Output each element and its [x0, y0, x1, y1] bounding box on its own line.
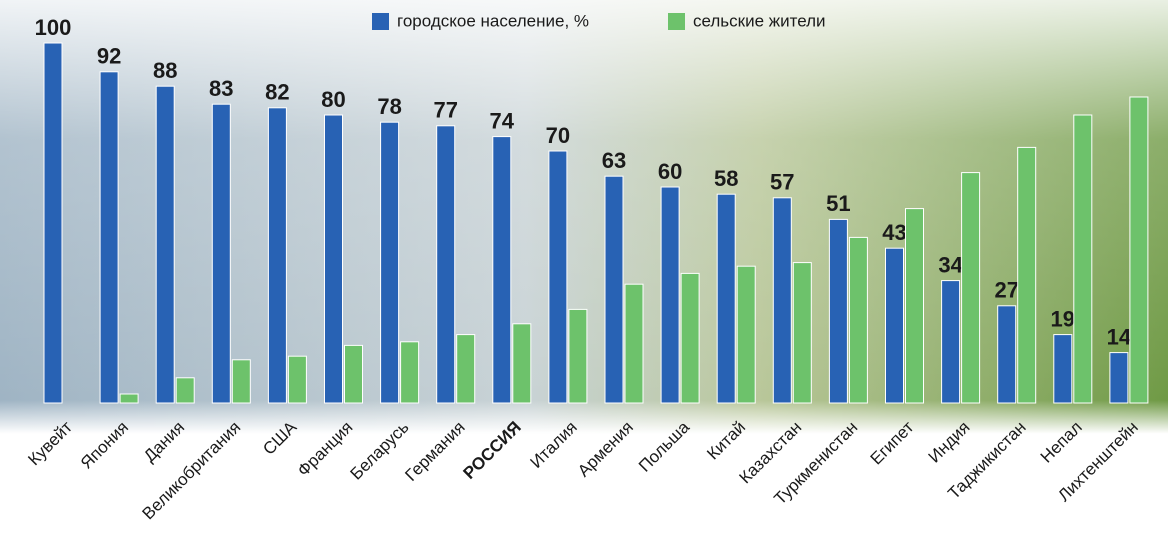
bar: [886, 248, 904, 403]
bar: [457, 335, 475, 403]
legend-label: сельские жители: [693, 11, 826, 30]
value-label: 14: [1107, 324, 1132, 349]
bar: [176, 378, 194, 403]
value-label: 19: [1051, 306, 1075, 331]
value-label: 57: [770, 170, 794, 195]
bar: [773, 198, 791, 403]
value-label: 83: [209, 76, 233, 101]
bar: [381, 122, 399, 403]
bar: [737, 266, 755, 403]
bar: [549, 151, 567, 403]
bar: [401, 342, 419, 403]
legend-label: городское население, %: [397, 11, 589, 30]
bar: [1018, 147, 1036, 403]
bar: [625, 284, 643, 403]
value-label: 63: [602, 148, 626, 173]
bar: [849, 237, 867, 403]
value-label: 74: [490, 108, 515, 133]
bar: [569, 309, 587, 403]
bar: [212, 104, 230, 403]
value-label: 88: [153, 58, 177, 83]
legend-swatch: [668, 13, 685, 30]
bar: [120, 394, 138, 403]
value-label: 77: [433, 98, 457, 123]
value-label: 43: [882, 220, 906, 245]
bar: [156, 86, 174, 403]
bar: [1130, 97, 1148, 403]
bar: [268, 108, 286, 403]
value-label: 80: [321, 87, 345, 112]
bar: [437, 126, 455, 403]
bar: [793, 263, 811, 403]
value-label: 51: [826, 191, 850, 216]
value-label: 100: [35, 15, 72, 40]
bar: [1110, 353, 1128, 403]
legend-swatch: [372, 13, 389, 30]
bar: [661, 187, 679, 403]
bar: [998, 306, 1016, 403]
chart: городское население, % сельские жители 10…: [0, 0, 1168, 556]
bar: [1074, 115, 1092, 403]
value-label: 82: [265, 80, 289, 105]
bar: [232, 360, 250, 403]
value-label: 92: [97, 44, 121, 69]
value-label: 70: [546, 123, 570, 148]
value-label: 58: [714, 166, 738, 191]
bar: [513, 324, 531, 403]
bar: [906, 209, 924, 403]
bar: [325, 115, 343, 403]
bar: [681, 273, 699, 403]
bar: [288, 356, 306, 403]
bar: [1054, 335, 1072, 403]
bar: [942, 281, 960, 403]
bar: [100, 72, 118, 403]
value-label: 34: [938, 252, 963, 277]
bar: [44, 43, 62, 403]
bar: [345, 345, 363, 403]
value-label: 27: [994, 278, 1018, 303]
bar: [962, 173, 980, 403]
bar: [717, 194, 735, 403]
bar: [493, 137, 511, 403]
bar: [605, 176, 623, 403]
bar: [829, 219, 847, 403]
value-label: 78: [377, 94, 401, 119]
value-label: 60: [658, 159, 682, 184]
